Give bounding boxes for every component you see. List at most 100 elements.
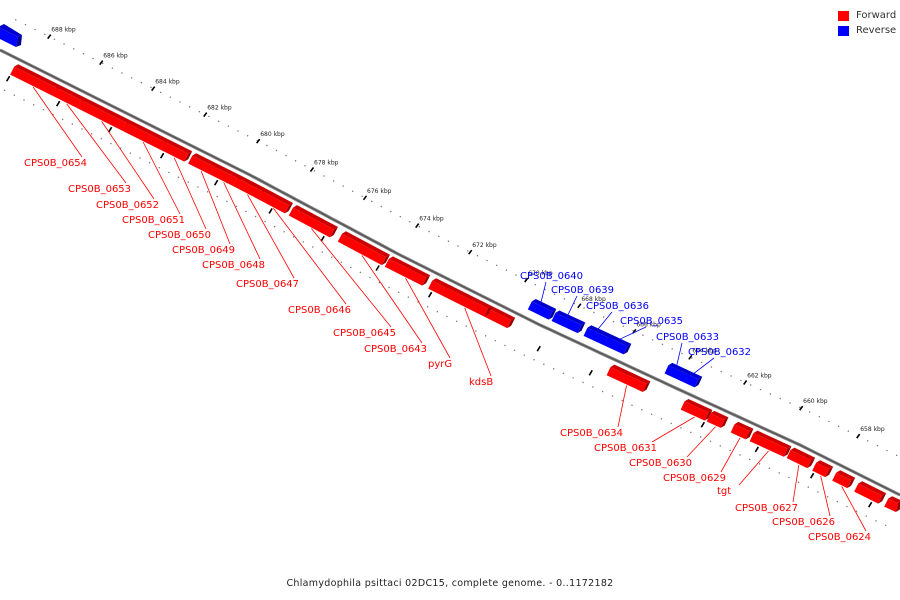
ruler-tick-label: 660 kbp — [803, 398, 828, 405]
gene-block-cps0b-0640 — [527, 298, 557, 320]
lower-tick — [320, 235, 325, 242]
ruler-tick — [415, 223, 420, 229]
gene-label: CPS0B_0632 — [688, 347, 751, 358]
gene-label: CPS0B_0627 — [735, 503, 798, 514]
gene-leader-line — [738, 450, 769, 486]
gene-label: CPS0B_0651 — [122, 215, 185, 226]
ruler-tick-label: 666 kbp — [636, 321, 661, 328]
gene-label: CPS0B_0626 — [772, 517, 835, 528]
gene-leader-line — [595, 311, 613, 332]
legend-forward: Forward — [838, 8, 896, 23]
lower-tick — [5, 75, 11, 82]
gene-label: CPS0B_0654 — [24, 158, 87, 169]
ruler-tick — [47, 34, 52, 40]
gene-leader-line — [651, 416, 695, 443]
gene-block — [484, 306, 516, 329]
gene-block-cps0b-0627 — [786, 447, 816, 469]
gene-leader-line — [675, 342, 683, 369]
gene-label: CPS0B_0639 — [551, 285, 614, 296]
gene-leader-line — [720, 437, 741, 473]
gene-block — [854, 481, 887, 504]
gene-label: CPS0B_0633 — [656, 332, 719, 343]
gene-leader-line — [820, 475, 831, 517]
coordinate-ruler: 688 kbp 686 kbp 684 kbp 682 kbp 680 kbp 678 k… — [0, 19, 900, 529]
lower-tick — [375, 265, 380, 271]
ruler-tick-label: 678 kbp — [314, 160, 339, 167]
gene-block-tgt — [749, 430, 792, 457]
gene-block-cps0b-0645 — [288, 205, 338, 238]
gene-leader-line — [464, 307, 492, 377]
gene-leader-line — [101, 121, 155, 200]
ruler-tick-label: 662 kbp — [747, 372, 772, 379]
strand-legend: Forward Reverse — [838, 8, 896, 38]
lower-tick — [809, 472, 815, 479]
gene-block-cps0b-0631 — [680, 398, 713, 421]
ruler-tick-label: 674 kbp — [419, 216, 444, 223]
gene-label: CPS0B_0635 — [620, 316, 683, 327]
ruler-tick-label: 670 kbp — [528, 270, 553, 277]
ruler-tick — [151, 86, 156, 92]
gene-label: CPS0B_0640 — [520, 271, 583, 282]
lower-tick — [867, 501, 873, 508]
gene-leader-line — [273, 207, 347, 305]
forward-swatch — [838, 10, 849, 21]
ruler-tick — [856, 433, 861, 439]
backbone-line — [0, 49, 900, 496]
ruler-tick-label: 672 kbp — [472, 242, 497, 249]
ruler-tick — [524, 277, 529, 283]
gene-label: CPS0B_0634 — [560, 428, 623, 439]
lower-tick — [754, 446, 760, 453]
gene-block-cps0b-0646 — [257, 188, 293, 214]
gene-label: tgt — [717, 486, 731, 497]
lower-tick — [55, 100, 61, 107]
gene-labels: CPS0B_0654 CPS0B_0653 CPS0B_0652 CPS0B_0651… — [24, 86, 871, 543]
gene-leader-line — [66, 103, 127, 184]
gene-block-cps0b-0632 — [683, 371, 703, 388]
gene-label: CPS0B_0653 — [68, 184, 131, 195]
ruler-tick-label: 676 kbp — [367, 188, 392, 195]
gene-block-cps0b-0629 — [730, 421, 754, 440]
ruler-tick — [468, 249, 473, 255]
ruler-tick — [577, 303, 582, 309]
gene-leader-line — [841, 486, 867, 532]
gene-label: CPS0B_0629 — [663, 473, 726, 484]
ruler-tick — [256, 138, 261, 144]
gene-leader-line — [142, 141, 181, 215]
lower-tick — [700, 421, 706, 428]
gene-block-cps0b-0639 — [551, 310, 586, 334]
gene-label: pyrG — [428, 359, 452, 370]
gene-leader-line — [405, 278, 451, 359]
ruler-tick-label: 668 kbp — [581, 296, 606, 303]
gene-features — [0, 24, 900, 512]
ruler-tick-label: 680 kbp — [260, 131, 285, 138]
gene-label: CPS0B_0649 — [172, 245, 235, 256]
ruler-tick — [309, 167, 315, 173]
gene-leader-line — [247, 194, 295, 279]
gene-leader-line — [539, 281, 547, 306]
gene-label: CPS0B_0624 — [808, 532, 871, 543]
gene-block — [884, 496, 900, 512]
ruler-tick — [203, 112, 208, 118]
gene-leader-line — [361, 255, 423, 344]
gene-leader-line — [690, 357, 715, 377]
gene-leader-line — [200, 170, 231, 245]
gene-leader-line — [566, 295, 578, 319]
ruler-tick — [362, 195, 368, 201]
gene-label: CPS0B_0650 — [148, 230, 211, 241]
ruler-tick-label: 682 kbp — [207, 105, 232, 112]
genome-caption: Chlamydophila psittaci 02DC15, complete … — [286, 578, 614, 589]
lower-tick — [159, 152, 165, 159]
lower-dotted-guide — [0, 87, 893, 529]
lower-tick — [427, 291, 433, 298]
lower-tick — [536, 345, 541, 352]
ruler-tick — [688, 354, 693, 360]
lower-tick — [213, 179, 219, 186]
ruler-tick — [799, 405, 804, 411]
gene-label: CPS0B_0646 — [288, 305, 351, 316]
gene-block-offscreen — [0, 24, 22, 47]
gene-leader-line — [686, 426, 716, 458]
gene-leader-line — [792, 465, 800, 503]
gene-block-pyrg — [384, 256, 431, 286]
gene-block-cps0b-0643 — [337, 231, 390, 266]
